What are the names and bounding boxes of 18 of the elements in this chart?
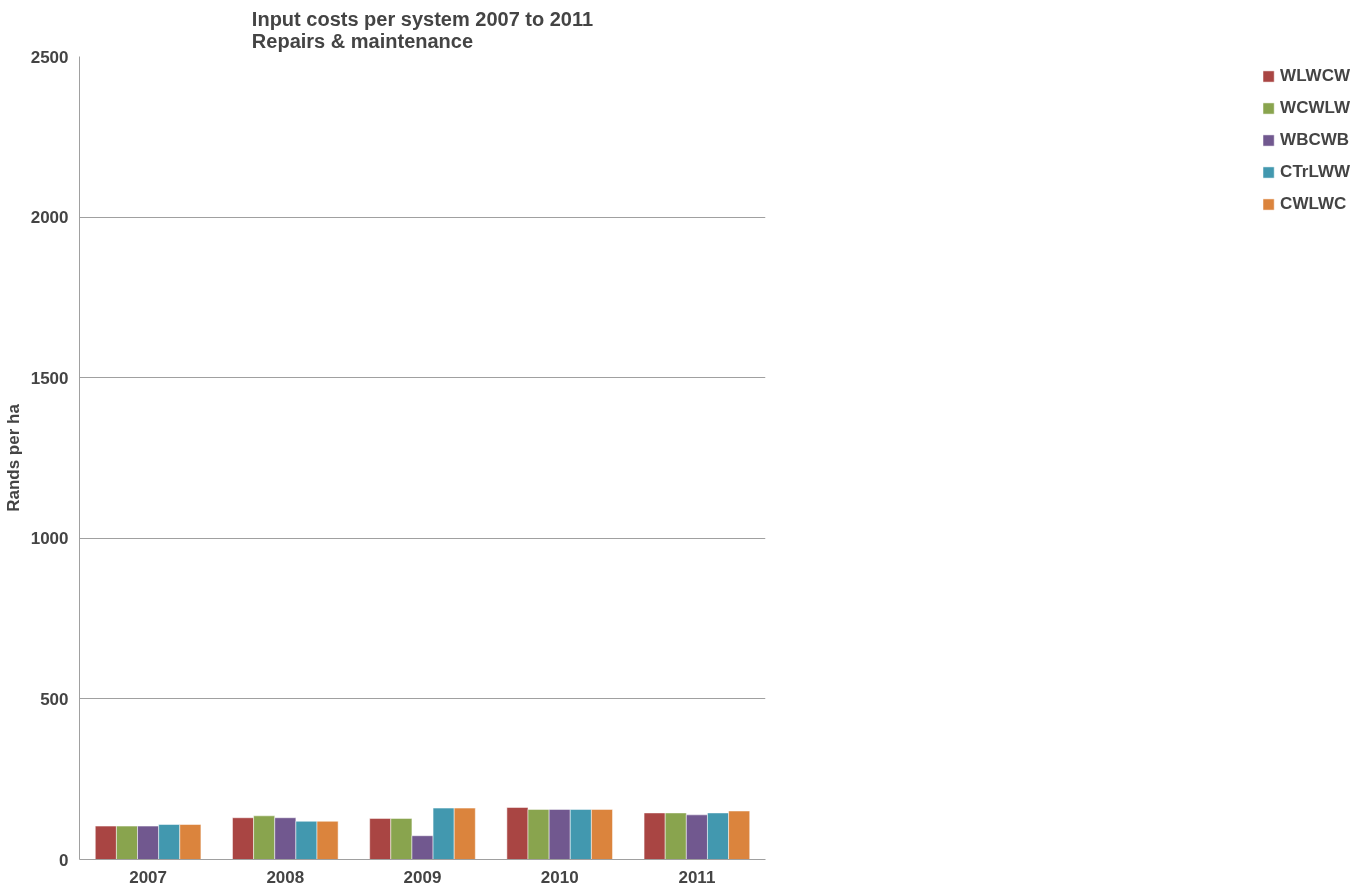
x-tick-label: 2010 xyxy=(540,867,579,887)
y-tick-label: 500 xyxy=(40,689,69,709)
y-tick-label: 2500 xyxy=(30,47,69,67)
y-tick-label: 1000 xyxy=(30,529,69,549)
legend-label: CTrLWW xyxy=(1280,162,1350,182)
legend-label: WLWCW xyxy=(1280,66,1350,86)
x-tick-label: 2007 xyxy=(129,867,168,887)
y-tick-label: 1500 xyxy=(30,368,69,388)
x-tick-label: 2008 xyxy=(266,867,305,887)
legend-label: WBCWB xyxy=(1280,130,1350,150)
legend-label: WCWLW xyxy=(1280,98,1350,118)
y-tick-label: 0 xyxy=(59,850,69,870)
x-tick-label: 2011 xyxy=(678,867,716,887)
legend-label: CWLWC xyxy=(1280,194,1347,214)
y-axis-title: Rands per ha xyxy=(3,403,23,512)
x-tick-label: 2009 xyxy=(403,867,442,887)
y-tick-label: 2000 xyxy=(30,208,69,228)
chart-title: Input costs per system 2007 to 2011 Repairs & maintenance xyxy=(251,7,594,52)
